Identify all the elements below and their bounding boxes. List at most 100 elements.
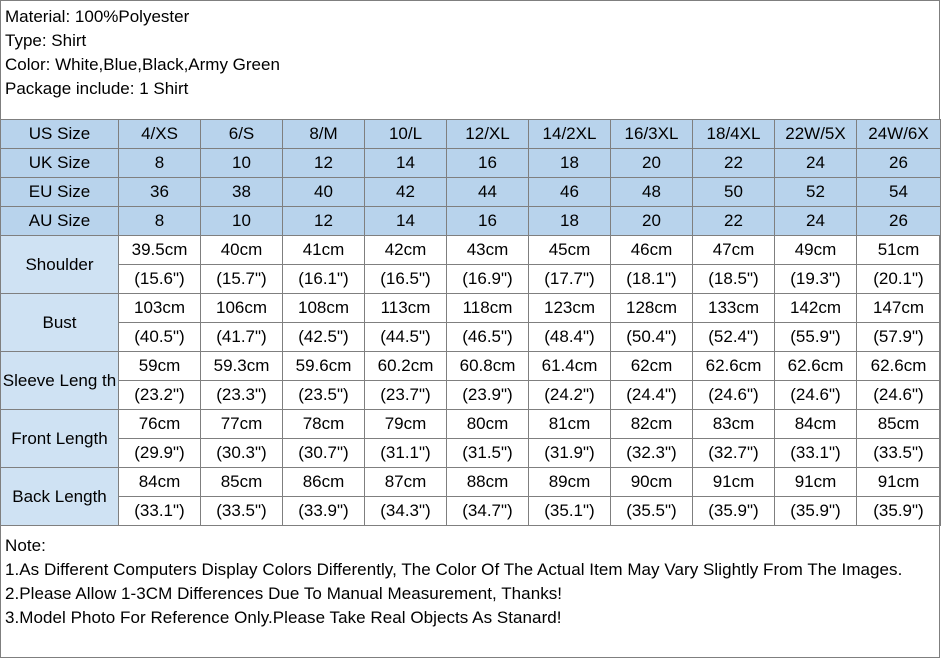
measure-inch-cell: (55.9") [774, 322, 857, 352]
size-cell: 10 [200, 148, 283, 178]
measure-row-inch: (33.1") (33.5") (33.9") (34.3") (34.7") (35.1… [1, 496, 941, 526]
measure-row-cm: Bust 103cm 106cm 108cm 113cm 118cm 123cm 128cm 1… [0, 293, 941, 352]
size-cell: 16/3XL [610, 119, 693, 149]
measure-inch-cell: (32.7") [692, 438, 775, 468]
measure-inch-cell: (29.9") [118, 438, 201, 468]
product-info: Material: 100%Polyester Type: Shirt Colo… [1, 1, 939, 119]
size-cell: 8 [118, 206, 201, 236]
measure-inch-cell: (30.7") [282, 438, 365, 468]
measure-inch-cell: (16.9") [446, 264, 529, 294]
measure-inch-cell: (42.5") [282, 322, 365, 352]
measure-cm-cell: 83cm [692, 409, 775, 439]
size-cell: 52 [774, 177, 857, 207]
measure-cm-cell: 87cm [364, 467, 447, 497]
info-package: Package include: 1 Shirt [5, 79, 189, 98]
measure-cm-cell: 85cm [200, 467, 283, 497]
size-cell: 8 [118, 148, 201, 178]
measure-cm-cell: 51cm [856, 235, 941, 265]
measure-cm-cell: 78cm [282, 409, 365, 439]
measure-inch-cell: (19.3") [774, 264, 857, 294]
measure-inch-cell: (34.7") [446, 496, 529, 526]
measure-inch-cell: (23.9") [446, 380, 529, 410]
size-cell: 20 [610, 148, 693, 178]
measure-cm-cell: 123cm [528, 293, 611, 323]
measure-cm-cell: 91cm [692, 467, 775, 497]
measure-inch-cell: (16.5") [364, 264, 447, 294]
measure-row-cm: Front Length 76cm 77cm 78cm 79cm 80cm 81cm 82cm… [0, 409, 941, 468]
measure-row-cm: Sleeve Leng th 59cm 59.3cm 59.6cm 60.2cm 60.8… [0, 351, 941, 410]
measure-inch-cell: (46.5") [446, 322, 529, 352]
measure-inch-cell: (18.1") [610, 264, 693, 294]
measure-inch-cell: (23.7") [364, 380, 447, 410]
measure-inch-cell: (23.2") [118, 380, 201, 410]
measure-cm-cell: 108cm [282, 293, 365, 323]
size-table: US Size 4/XS 6/S 8/M 10/L 12/XL 14/2XL 16/3XL 18… [0, 119, 941, 526]
measure-inch-cell: (35.9") [774, 496, 857, 526]
size-row-label: UK Size [0, 148, 119, 178]
measure-inch-cell: (52.4") [692, 322, 775, 352]
measure-inch-cell: (24.6") [856, 380, 941, 410]
measure-cm-cell: 80cm [446, 409, 529, 439]
note-2: 2.Please Allow 1-3CM Differences Due To … [5, 584, 563, 603]
size-cell: 6/S [200, 119, 283, 149]
size-cell: 42 [364, 177, 447, 207]
measure-cm-cell: 81cm [528, 409, 611, 439]
measure-cm-cell: 46cm [610, 235, 693, 265]
measure-cm-cell: 85cm [856, 409, 941, 439]
measure-inch-cell: (40.5") [118, 322, 201, 352]
info-type: Type: Shirt [5, 31, 87, 50]
measure-cm-cell: 62cm [610, 351, 693, 381]
size-cell: 24 [774, 206, 857, 236]
measure-cm-cell: 90cm [610, 467, 693, 497]
measure-cm-cell: 47cm [692, 235, 775, 265]
measure-cm-cell: 79cm [364, 409, 447, 439]
size-cell: 46 [528, 177, 611, 207]
measure-cm-cell: 42cm [364, 235, 447, 265]
size-cell: 24W/6X [856, 119, 941, 149]
size-cell: 26 [856, 206, 941, 236]
measure-cm-cell: 60.8cm [446, 351, 529, 381]
measure-cm-cell: 62.6cm [774, 351, 857, 381]
size-cell: 12 [282, 206, 365, 236]
measure-cm-cell: 147cm [856, 293, 941, 323]
size-cell: 50 [692, 177, 775, 207]
measure-row-inch: (40.5") (41.7") (42.5") (44.5") (46.5") (48.4… [1, 322, 941, 352]
size-header-row: AU Size 8 10 12 14 16 18 20 22 24 26 [0, 206, 941, 236]
measure-inch-cell: (35.9") [856, 496, 941, 526]
measure-cm-cell: 41cm [282, 235, 365, 265]
measure-inch-cell: (35.5") [610, 496, 693, 526]
measure-inch-cell: (20.1") [856, 264, 941, 294]
measure-inch-cell: (33.1") [118, 496, 201, 526]
size-cell: 38 [200, 177, 283, 207]
measure-inch-cell: (30.3") [200, 438, 283, 468]
measure-inch-cell: (44.5") [364, 322, 447, 352]
measure-cm-cell: 59.3cm [200, 351, 283, 381]
size-header-row: UK Size 8 10 12 14 16 18 20 22 24 26 [0, 148, 941, 178]
measure-inch-cell: (24.6") [774, 380, 857, 410]
size-cell: 24 [774, 148, 857, 178]
size-cell: 16 [446, 148, 529, 178]
size-cell: 26 [856, 148, 941, 178]
measure-inch-cell: (57.9") [856, 322, 941, 352]
size-cell: 4/XS [118, 119, 201, 149]
size-cell: 40 [282, 177, 365, 207]
measure-cm-cell: 106cm [200, 293, 283, 323]
measure-row-inch: (15.6") (15.7") (16.1") (16.5") (16.9") (17.7… [1, 264, 941, 294]
measure-cm-cell: 45cm [528, 235, 611, 265]
measure-cm-cell: 84cm [118, 467, 201, 497]
note-3: 3.Model Photo For Reference Only.Please … [5, 608, 562, 627]
size-cell: 12 [282, 148, 365, 178]
measure-cm-cell: 118cm [446, 293, 529, 323]
measure-row-inch: (23.2") (23.3") (23.5") (23.7") (23.9") (24.2… [1, 380, 941, 410]
measure-inch-cell: (33.5") [200, 496, 283, 526]
notes: Note: 1.As Different Computers Display C… [1, 526, 939, 630]
note-1: 1.As Different Computers Display Colors … [5, 560, 903, 579]
size-cell: 36 [118, 177, 201, 207]
measure-inch-cell: (33.9") [282, 496, 365, 526]
measure-inch-cell: (17.7") [528, 264, 611, 294]
size-cell: 54 [856, 177, 941, 207]
measure-cm-cell: 91cm [856, 467, 941, 497]
measure-cm-cell: 128cm [610, 293, 693, 323]
size-cell: 8/M [282, 119, 365, 149]
measure-cm-cell: 88cm [446, 467, 529, 497]
